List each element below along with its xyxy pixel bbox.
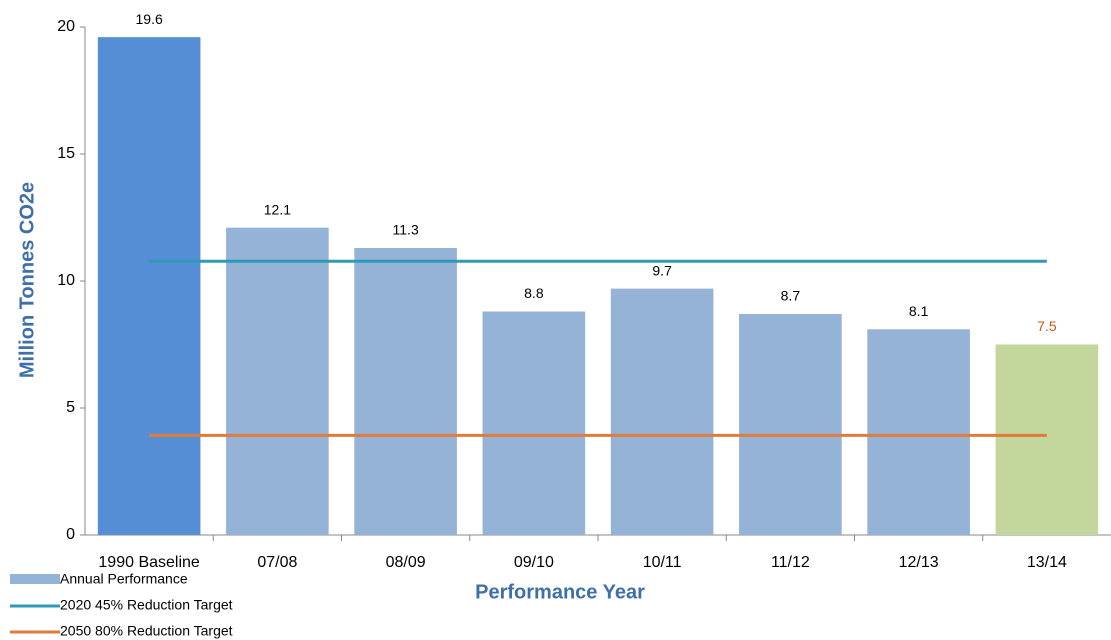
value-label: 11.3 [393,222,419,238]
value-label: 8.8 [524,285,544,301]
x-tick-label: 10/11 [643,554,682,571]
value-label: 12.1 [264,201,291,217]
value-label: 19.6 [136,11,163,27]
value-label: 8.1 [909,303,929,319]
bar [739,314,842,535]
x-tick-label: 11/12 [771,554,810,571]
y-tick-label: 10 [57,272,75,289]
x-tick-label: 12/13 [899,554,939,571]
x-tick-label: 1990 Baseline [98,554,200,571]
x-tick-label: 09/10 [514,554,554,571]
bar [867,329,970,535]
y-tick-label: 15 [57,145,75,162]
bar [482,311,586,535]
x-tick-label: 13/14 [1027,554,1067,571]
bar [226,227,329,535]
value-label: 9.7 [652,262,672,278]
y-axis-title: Million Tonnes CO2e [16,182,38,378]
value-label: 7.5 [1037,318,1057,334]
y-tick-label: 20 [57,18,75,35]
legend-swatch [10,574,60,584]
y-tick-label: 0 [66,526,75,543]
legend-label: 2050 80% Reduction Target [60,623,233,639]
x-axis-title: Performance Year [475,581,645,603]
legend-label: Annual Performance [60,571,188,587]
legend-label: 2020 45% Reduction Target [60,597,233,613]
value-label: 8.7 [781,288,801,304]
bar [610,288,714,535]
x-tick-label: 08/09 [386,554,426,571]
x-tick-label: 07/08 [257,554,297,571]
bar [97,37,201,535]
bar [354,247,457,536]
y-tick-label: 5 [66,399,75,416]
bar [995,344,1099,535]
